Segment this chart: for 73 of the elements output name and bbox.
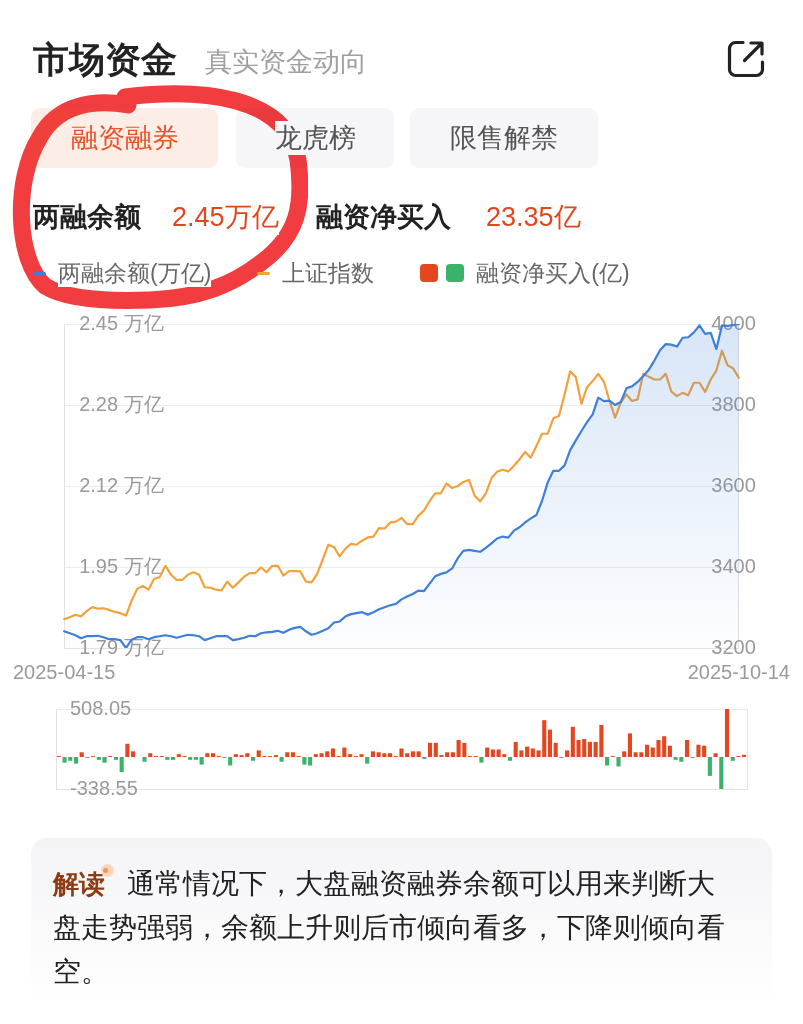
bar: [142, 757, 147, 762]
chart-title: 市场资金: [33, 38, 177, 82]
y2-tick-label: 3400: [711, 554, 756, 577]
bar: [667, 745, 672, 758]
text: 融资净买入: [316, 199, 451, 235]
y2-tick-label: 3600: [711, 473, 756, 496]
bar: [490, 749, 495, 758]
bar: [205, 753, 210, 758]
bar: [645, 744, 650, 758]
x-tick-label: 2025-04-15: [13, 660, 116, 683]
tab: 限售解禁: [410, 108, 598, 168]
bar: [530, 748, 535, 758]
bar: [233, 754, 238, 758]
y-tick-label: 508.05: [70, 696, 132, 719]
bar: [348, 754, 353, 758]
bar: [330, 748, 336, 758]
bar: [165, 757, 170, 760]
bar: [616, 757, 621, 767]
bar: [547, 729, 553, 758]
bar: [370, 751, 375, 758]
bar: [308, 757, 313, 766]
bar: [79, 752, 84, 758]
bar: [188, 757, 193, 760]
bar: [290, 752, 296, 758]
bar: [410, 751, 415, 758]
bar: [428, 742, 433, 758]
y-tick-label: 1.95 万亿: [79, 554, 164, 577]
legend-label: 上证指数: [282, 259, 375, 287]
bar: [684, 740, 690, 758]
bar: [719, 757, 724, 789]
text: 23.35亿: [486, 199, 581, 235]
bar: [119, 757, 124, 773]
bar: [507, 757, 513, 761]
bar: [553, 742, 558, 758]
y2-tick-label: 4000: [711, 311, 756, 334]
bar: [285, 752, 290, 758]
bar: [302, 757, 307, 765]
bar: [707, 757, 712, 776]
bar: [125, 743, 130, 758]
bar: [388, 753, 393, 758]
bar: [525, 746, 530, 758]
bar: [148, 753, 153, 758]
bar: [605, 757, 610, 766]
bar: [450, 752, 455, 758]
bar: [250, 757, 256, 761]
legend-label: 融资净买入(亿): [476, 259, 630, 287]
y-tick-label: 2.45 万亿: [79, 311, 164, 334]
bar: [485, 747, 490, 758]
bar: [622, 751, 627, 758]
bar: [724, 709, 730, 758]
bar: [193, 757, 198, 760]
bar: [416, 751, 421, 758]
chart-subtitle: 真实资金动向: [205, 46, 367, 79]
bar: [565, 750, 570, 758]
y-tick-label: 2.12 万亿: [79, 473, 164, 496]
y2-tick-label: 3800: [711, 392, 756, 415]
bar: [279, 757, 284, 762]
bar: [479, 757, 484, 763]
bar: [365, 757, 370, 764]
y-tick-label: -338.55: [70, 776, 138, 799]
bar: [210, 753, 216, 758]
bar: [131, 751, 136, 758]
bar: [199, 757, 204, 765]
bar: [713, 753, 718, 758]
y2-tick-label: 3200: [711, 635, 756, 658]
bar: [587, 741, 593, 758]
y-tick-label: 2.28 万亿: [79, 392, 164, 415]
x-tick-label: 2025-10-14: [687, 660, 790, 683]
bar: [730, 757, 735, 761]
bar: [627, 733, 632, 758]
bar: [73, 757, 79, 764]
bar: [113, 757, 119, 760]
bar: [171, 757, 176, 760]
